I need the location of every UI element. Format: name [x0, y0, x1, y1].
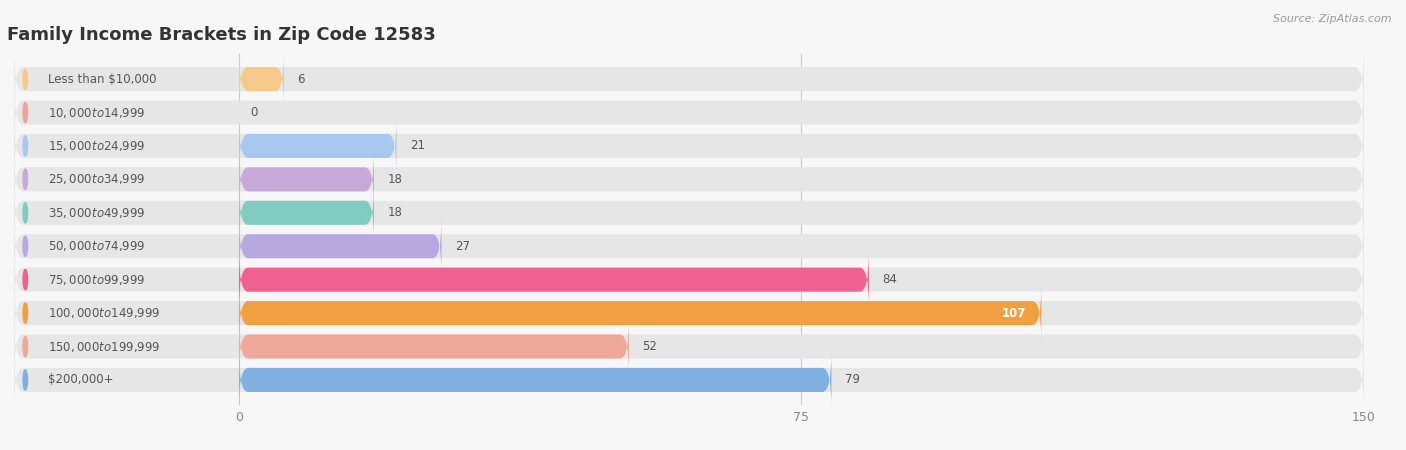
- FancyBboxPatch shape: [239, 252, 869, 308]
- Text: 52: 52: [643, 340, 658, 353]
- Text: $100,000 to $149,999: $100,000 to $149,999: [48, 306, 160, 320]
- Circle shape: [22, 69, 28, 89]
- FancyBboxPatch shape: [14, 252, 1364, 308]
- Circle shape: [22, 136, 28, 156]
- Text: 0: 0: [250, 106, 257, 119]
- Text: $150,000 to $199,999: $150,000 to $199,999: [48, 339, 160, 354]
- Text: 18: 18: [388, 206, 402, 219]
- FancyBboxPatch shape: [14, 352, 1364, 408]
- Text: Source: ZipAtlas.com: Source: ZipAtlas.com: [1274, 14, 1392, 23]
- FancyBboxPatch shape: [239, 285, 1042, 341]
- FancyBboxPatch shape: [14, 285, 1364, 341]
- FancyBboxPatch shape: [239, 352, 831, 408]
- Text: Family Income Brackets in Zip Code 12583: Family Income Brackets in Zip Code 12583: [7, 26, 436, 44]
- FancyBboxPatch shape: [239, 184, 374, 241]
- FancyBboxPatch shape: [14, 319, 1364, 374]
- Text: 21: 21: [411, 140, 425, 153]
- FancyBboxPatch shape: [239, 319, 628, 374]
- Text: $10,000 to $14,999: $10,000 to $14,999: [48, 105, 145, 120]
- Text: 6: 6: [298, 72, 305, 86]
- Text: $35,000 to $49,999: $35,000 to $49,999: [48, 206, 145, 220]
- Text: Less than $10,000: Less than $10,000: [48, 72, 156, 86]
- Circle shape: [22, 202, 28, 223]
- FancyBboxPatch shape: [14, 151, 1364, 207]
- Circle shape: [22, 236, 28, 256]
- Text: $25,000 to $34,999: $25,000 to $34,999: [48, 172, 145, 186]
- Text: $200,000+: $200,000+: [48, 374, 114, 387]
- FancyBboxPatch shape: [239, 51, 284, 107]
- Circle shape: [22, 169, 28, 189]
- FancyBboxPatch shape: [239, 118, 396, 174]
- Text: $15,000 to $24,999: $15,000 to $24,999: [48, 139, 145, 153]
- Circle shape: [22, 303, 28, 323]
- Text: 107: 107: [1002, 306, 1026, 320]
- Text: $50,000 to $74,999: $50,000 to $74,999: [48, 239, 145, 253]
- Circle shape: [22, 337, 28, 356]
- FancyBboxPatch shape: [14, 118, 1364, 174]
- Text: 27: 27: [456, 240, 470, 253]
- FancyBboxPatch shape: [239, 151, 374, 207]
- FancyBboxPatch shape: [14, 218, 1364, 274]
- FancyBboxPatch shape: [239, 218, 441, 274]
- Circle shape: [22, 270, 28, 290]
- Text: 18: 18: [388, 173, 402, 186]
- Text: $75,000 to $99,999: $75,000 to $99,999: [48, 273, 145, 287]
- FancyBboxPatch shape: [14, 184, 1364, 241]
- Circle shape: [22, 370, 28, 390]
- FancyBboxPatch shape: [14, 51, 1364, 107]
- FancyBboxPatch shape: [14, 85, 1364, 140]
- Text: 79: 79: [845, 374, 860, 387]
- Text: 84: 84: [883, 273, 897, 286]
- Circle shape: [22, 103, 28, 122]
